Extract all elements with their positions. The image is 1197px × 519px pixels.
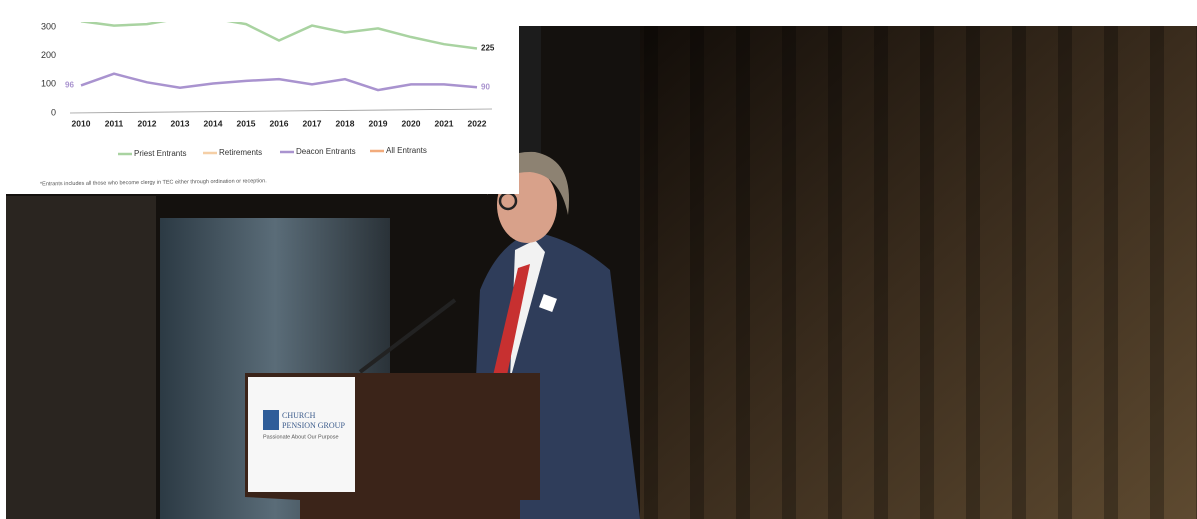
y-tick-label: 100 (41, 79, 56, 89)
x-tick-label: 2012 (138, 118, 157, 128)
legend-label: All Entrants (386, 146, 427, 155)
x-tick-label: 2019 (369, 118, 388, 128)
x-tick-label: 2016 (270, 118, 289, 128)
data-label: 225 (481, 44, 495, 53)
x-tick-label: 2011 (105, 118, 124, 128)
x-tick-label: 2017 (303, 118, 322, 128)
logo-shield (263, 410, 279, 430)
y-tick-label: 300 (41, 21, 56, 31)
photo: CHURCH PENSION GROUP Passionate About Ou… (0, 0, 1197, 519)
x-tick-label: 2014 (204, 118, 223, 128)
data-label: 96 (65, 81, 74, 90)
x-tick-label: 2015 (237, 118, 256, 128)
logo-tagline: Passionate About Our Purpose (263, 434, 339, 440)
x-tick-label: 2021 (435, 118, 454, 128)
x-tick-label: 2020 (402, 118, 421, 128)
top-margin (0, 0, 1197, 26)
logo-line1: CHURCH (282, 411, 316, 420)
x-tick-label: 2010 (72, 118, 91, 128)
wall (6, 196, 156, 519)
legend-label: Priest Entrants (134, 149, 186, 158)
x-tick-label: 2018 (336, 118, 355, 128)
legend-label: Deacon Entrants (296, 147, 356, 156)
projection-screen (6, 0, 519, 194)
curtain-folds (640, 26, 1197, 519)
x-tick-label: 2013 (171, 118, 190, 128)
logo-line2: PENSION GROUP (282, 421, 345, 430)
y-tick-label: 200 (41, 50, 56, 60)
legend-label: Retirements (219, 148, 262, 157)
y-tick-label: 0 (51, 107, 56, 117)
x-tick-label: 2022 (468, 118, 487, 128)
data-label: 90 (481, 82, 490, 91)
